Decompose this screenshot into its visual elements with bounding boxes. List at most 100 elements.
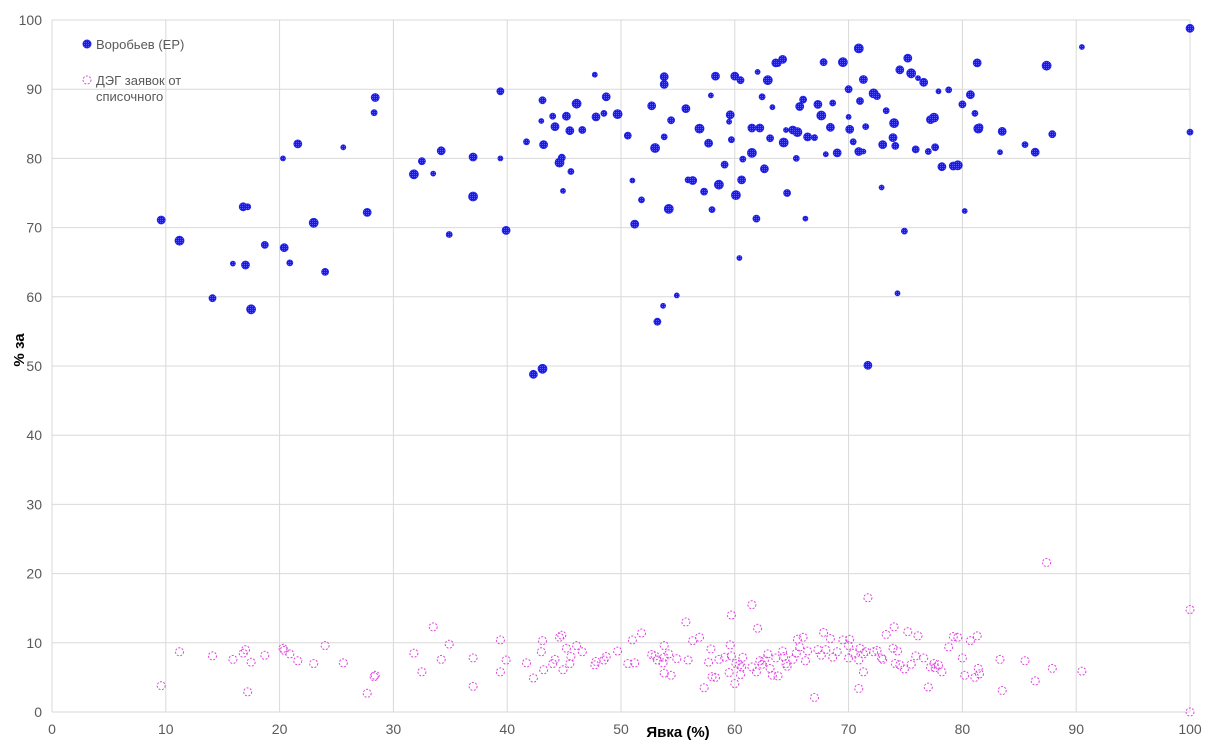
legend-label-deg-line2: списочного bbox=[96, 89, 163, 104]
point-deg bbox=[695, 632, 704, 642]
point-vorobyev bbox=[601, 92, 611, 102]
point-vorobyev bbox=[878, 184, 885, 191]
point-deg bbox=[707, 672, 717, 682]
point-deg bbox=[965, 636, 975, 646]
point-vorobyev bbox=[408, 169, 419, 180]
point-deg bbox=[536, 647, 546, 657]
point-deg bbox=[821, 645, 831, 655]
x-tick-label: 30 bbox=[386, 721, 402, 737]
point-vorobyev bbox=[650, 143, 660, 153]
point-vorobyev bbox=[708, 92, 714, 99]
point-deg bbox=[590, 660, 600, 670]
point-deg bbox=[468, 681, 478, 691]
point-deg bbox=[781, 659, 791, 669]
point-vorobyev bbox=[560, 187, 566, 194]
point-vorobyev bbox=[720, 160, 729, 169]
point-vorobyev bbox=[795, 102, 805, 111]
point-vorobyev bbox=[966, 90, 975, 100]
point-deg bbox=[778, 646, 788, 656]
point-vorobyev bbox=[726, 118, 732, 125]
point-vorobyev bbox=[975, 123, 984, 132]
point-deg bbox=[561, 643, 571, 653]
point-vorobyev bbox=[417, 157, 426, 166]
point-deg bbox=[845, 634, 855, 644]
point-deg bbox=[906, 659, 916, 669]
point-vorobyev bbox=[752, 214, 761, 223]
point-deg bbox=[878, 654, 888, 664]
point-vorobyev bbox=[755, 123, 765, 133]
point-vorobyev bbox=[430, 170, 437, 177]
point-deg bbox=[650, 651, 660, 661]
point-vorobyev bbox=[523, 138, 530, 146]
point-deg bbox=[911, 651, 921, 661]
point-vorobyev bbox=[997, 149, 1003, 156]
point-deg bbox=[630, 658, 640, 668]
point-vorobyev bbox=[571, 98, 582, 109]
x-tick-label: 80 bbox=[955, 721, 971, 737]
point-vorobyev bbox=[208, 294, 217, 303]
point-deg bbox=[844, 653, 854, 663]
point-deg bbox=[825, 634, 835, 644]
point-deg bbox=[565, 659, 575, 669]
point-vorobyev bbox=[754, 69, 761, 75]
point-deg bbox=[782, 661, 792, 671]
y-tick-label: 50 bbox=[26, 358, 42, 374]
point-deg bbox=[714, 654, 724, 664]
point-deg bbox=[751, 667, 761, 677]
x-tick-label: 0 bbox=[48, 721, 56, 737]
point-deg bbox=[893, 646, 902, 656]
point-deg bbox=[228, 654, 238, 664]
point-vorobyev bbox=[882, 107, 890, 115]
point-deg bbox=[278, 643, 288, 653]
point-vorobyev bbox=[783, 189, 791, 197]
point-deg bbox=[881, 630, 891, 639]
point-vorobyev bbox=[971, 110, 979, 117]
point-vorobyev bbox=[906, 68, 917, 79]
point-vorobyev bbox=[952, 160, 963, 171]
point-deg bbox=[755, 656, 765, 666]
point-vorobyev bbox=[623, 131, 632, 140]
point-vorobyev bbox=[915, 75, 921, 81]
point-deg bbox=[828, 652, 838, 662]
point-deg bbox=[832, 647, 842, 657]
point-deg bbox=[810, 693, 819, 702]
point-deg bbox=[899, 664, 909, 674]
x-tick-label: 90 bbox=[1068, 721, 1084, 737]
y-tick-label: 0 bbox=[34, 704, 42, 720]
point-deg bbox=[1030, 676, 1040, 686]
point-deg bbox=[672, 654, 682, 664]
point-vorobyev bbox=[762, 75, 773, 86]
point-deg bbox=[436, 654, 446, 664]
point-vorobyev bbox=[736, 76, 745, 85]
point-deg bbox=[926, 662, 935, 672]
point-vorobyev bbox=[660, 302, 666, 309]
point-vorobyev bbox=[260, 240, 269, 249]
point-vorobyev bbox=[445, 231, 453, 238]
point-deg bbox=[757, 659, 767, 669]
point-deg bbox=[1077, 666, 1087, 676]
point-vorobyev bbox=[600, 110, 608, 117]
point-deg bbox=[664, 649, 674, 659]
point-vorobyev bbox=[924, 148, 932, 155]
point-vorobyev bbox=[156, 215, 166, 225]
point-deg bbox=[738, 652, 748, 662]
point-vorobyev bbox=[859, 75, 868, 84]
point-vorobyev bbox=[562, 111, 571, 121]
point-vorobyev bbox=[895, 65, 905, 75]
point-vorobyev bbox=[889, 118, 899, 128]
point-deg bbox=[627, 635, 637, 645]
point-vorobyev bbox=[688, 176, 698, 185]
point-deg bbox=[495, 635, 505, 645]
point-deg bbox=[577, 647, 587, 657]
point-deg bbox=[934, 660, 943, 670]
y-tick-label: 40 bbox=[26, 427, 42, 443]
axes: 0 10 20 30 40 50 60 70 80 90 100 0 10 20 30 40 50 60 70 80 9… bbox=[19, 12, 1202, 737]
point-vorobyev bbox=[853, 43, 864, 54]
point-vorobyev bbox=[931, 143, 939, 152]
point-deg bbox=[572, 641, 582, 651]
point-deg bbox=[175, 647, 184, 657]
point-deg bbox=[566, 652, 576, 662]
point-vorobyev bbox=[549, 112, 557, 120]
point-vorobyev bbox=[1048, 130, 1057, 139]
point-deg bbox=[919, 653, 929, 663]
